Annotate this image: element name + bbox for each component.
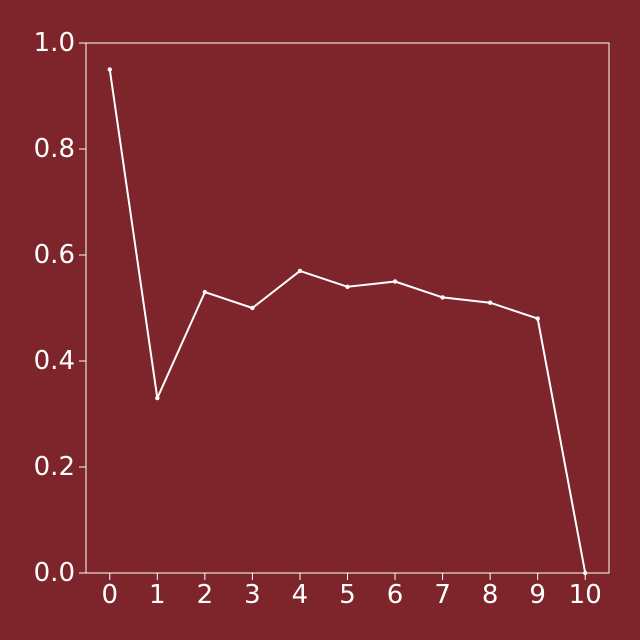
data-point bbox=[250, 305, 255, 311]
x-tick-label: 8 bbox=[482, 580, 499, 610]
x-tick-label: 5 bbox=[339, 580, 356, 610]
y-tick-label: 0.2 bbox=[34, 452, 75, 482]
plot-area-frame bbox=[85, 42, 610, 574]
x-tick-label: 6 bbox=[387, 580, 404, 610]
series-line bbox=[108, 69, 587, 574]
data-point bbox=[487, 300, 493, 305]
y-axis: 0.0 0.2 0.4 0.6 0.8 1.0 bbox=[34, 28, 86, 588]
data-point bbox=[392, 279, 398, 284]
data-point bbox=[155, 395, 160, 401]
data-point bbox=[583, 570, 588, 576]
y-tick-label: 0.8 bbox=[34, 134, 75, 164]
series-layer bbox=[107, 67, 588, 576]
y-tick-label: 0.6 bbox=[34, 240, 75, 270]
data-point bbox=[535, 316, 540, 321]
data-point bbox=[202, 289, 208, 295]
x-tick-label: 1 bbox=[149, 580, 166, 610]
data-point bbox=[345, 284, 350, 289]
y-tick-label: 0.4 bbox=[34, 346, 75, 376]
x-axis: 0 1 2 3 4 5 6 7 8 9 10 bbox=[101, 573, 602, 610]
x-tick-label: 0 bbox=[101, 580, 118, 610]
x-tick-label: 4 bbox=[292, 580, 309, 610]
y-tick-label: 1.0 bbox=[34, 28, 75, 58]
data-point bbox=[440, 295, 445, 300]
y-tick-label: 0.0 bbox=[34, 558, 75, 588]
data-point bbox=[107, 67, 112, 72]
x-tick-label: 2 bbox=[197, 580, 214, 610]
x-tick-label: 9 bbox=[529, 580, 546, 610]
x-tick-label: 3 bbox=[244, 580, 261, 610]
data-point bbox=[297, 268, 303, 274]
x-tick-label: 7 bbox=[434, 580, 451, 610]
x-tick-label: 10 bbox=[569, 580, 602, 610]
